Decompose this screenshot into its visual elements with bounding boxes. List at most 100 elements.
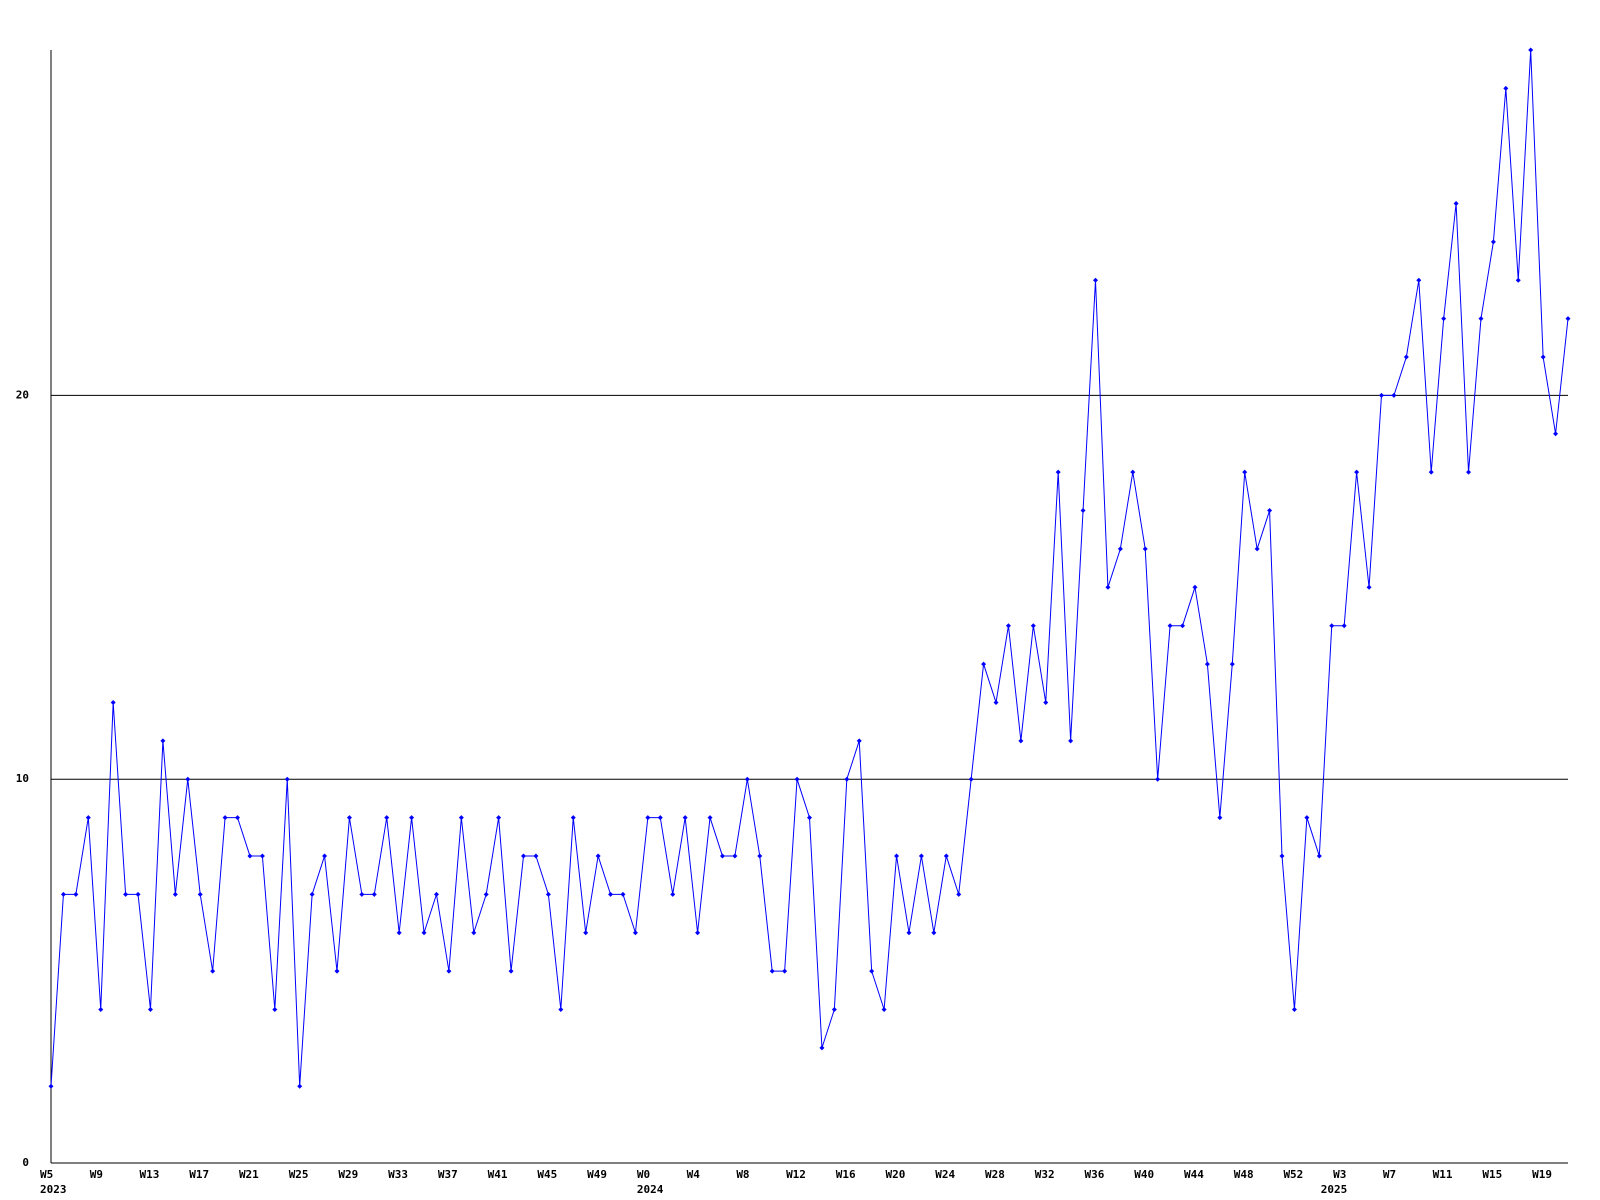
point xyxy=(1428,469,1434,475)
x-tick-label: W11 xyxy=(1433,1168,1453,1181)
x-tick-label: W17 xyxy=(189,1168,209,1181)
point xyxy=(570,815,576,821)
x-tick-label: W32 xyxy=(1035,1168,1055,1181)
point xyxy=(48,1083,54,1089)
point xyxy=(1092,277,1098,283)
point xyxy=(869,968,875,974)
point xyxy=(1068,738,1074,744)
point xyxy=(595,853,601,859)
x-tick-label: W48 xyxy=(1234,1168,1254,1181)
point xyxy=(794,776,800,782)
point xyxy=(1528,47,1534,53)
x-tick-label: W33 xyxy=(388,1168,408,1181)
point xyxy=(819,1045,825,1051)
point xyxy=(533,853,539,859)
x-tick-label: W9 xyxy=(90,1168,103,1181)
point xyxy=(1316,853,1322,859)
x-tick-label: W8 xyxy=(736,1168,749,1181)
point xyxy=(993,699,999,705)
point xyxy=(670,891,676,897)
point xyxy=(608,891,614,897)
point xyxy=(1540,354,1546,360)
x-tick-label: W49 xyxy=(587,1168,607,1181)
point xyxy=(1180,623,1186,629)
point xyxy=(956,891,962,897)
point xyxy=(719,853,725,859)
x-tick-label: W52 xyxy=(1283,1168,1303,1181)
x-tick-label: W20 xyxy=(886,1168,906,1181)
point xyxy=(1553,431,1559,437)
x-tick-label: W4 xyxy=(687,1168,701,1181)
point xyxy=(334,968,340,974)
point xyxy=(396,930,402,936)
point xyxy=(483,891,489,897)
x-tick-label: W40 xyxy=(1134,1168,1154,1181)
point xyxy=(682,815,688,821)
point xyxy=(769,968,775,974)
point xyxy=(322,853,328,859)
point xyxy=(1217,815,1223,821)
point xyxy=(60,891,66,897)
point xyxy=(359,891,365,897)
point xyxy=(1167,623,1173,629)
point xyxy=(1341,623,1347,629)
point xyxy=(645,815,651,821)
point xyxy=(757,853,763,859)
point xyxy=(272,1006,278,1012)
point xyxy=(856,738,862,744)
point xyxy=(1354,469,1360,475)
y-tick-label: 0 xyxy=(22,1156,29,1169)
point xyxy=(110,699,116,705)
x-tick-label: W36 xyxy=(1084,1168,1104,1181)
point xyxy=(1105,584,1111,590)
point xyxy=(583,930,589,936)
point xyxy=(1478,316,1484,322)
x-tick-label: W19 xyxy=(1532,1168,1552,1181)
point xyxy=(807,815,812,821)
x-tick-label: W28 xyxy=(985,1168,1005,1181)
point xyxy=(1242,469,1248,475)
point xyxy=(707,815,713,821)
x-tick-label: W45 xyxy=(537,1168,557,1181)
point xyxy=(1080,508,1086,514)
point xyxy=(409,815,415,821)
y-tick-label: 20 xyxy=(16,388,29,401)
x-tick-label: W13 xyxy=(139,1168,159,1181)
point xyxy=(521,853,527,859)
point xyxy=(1366,584,1372,590)
point xyxy=(185,776,191,782)
point xyxy=(235,815,241,821)
point xyxy=(123,891,129,897)
point xyxy=(1515,277,1521,283)
point xyxy=(1055,469,1061,475)
point xyxy=(1043,699,1049,705)
point xyxy=(1291,1006,1297,1012)
point xyxy=(1453,201,1459,207)
point xyxy=(906,930,912,936)
point xyxy=(1005,623,1011,629)
point xyxy=(1117,546,1123,552)
point xyxy=(981,661,987,667)
point xyxy=(98,1006,104,1012)
point xyxy=(1267,508,1273,514)
point xyxy=(1279,853,1285,859)
point xyxy=(1229,661,1235,667)
point xyxy=(1204,661,1210,667)
point xyxy=(433,891,439,897)
point xyxy=(657,815,663,821)
x-tick-label: W12 xyxy=(786,1168,806,1181)
point xyxy=(1130,469,1136,475)
point xyxy=(1329,623,1335,629)
line xyxy=(50,49,1569,1087)
point xyxy=(85,815,91,821)
point xyxy=(73,891,79,897)
point xyxy=(1018,738,1024,744)
point xyxy=(1490,239,1496,245)
point xyxy=(695,930,701,936)
point xyxy=(931,930,937,936)
point xyxy=(210,968,216,974)
point xyxy=(1304,815,1310,821)
x-year-label: 2023 xyxy=(40,1183,67,1196)
